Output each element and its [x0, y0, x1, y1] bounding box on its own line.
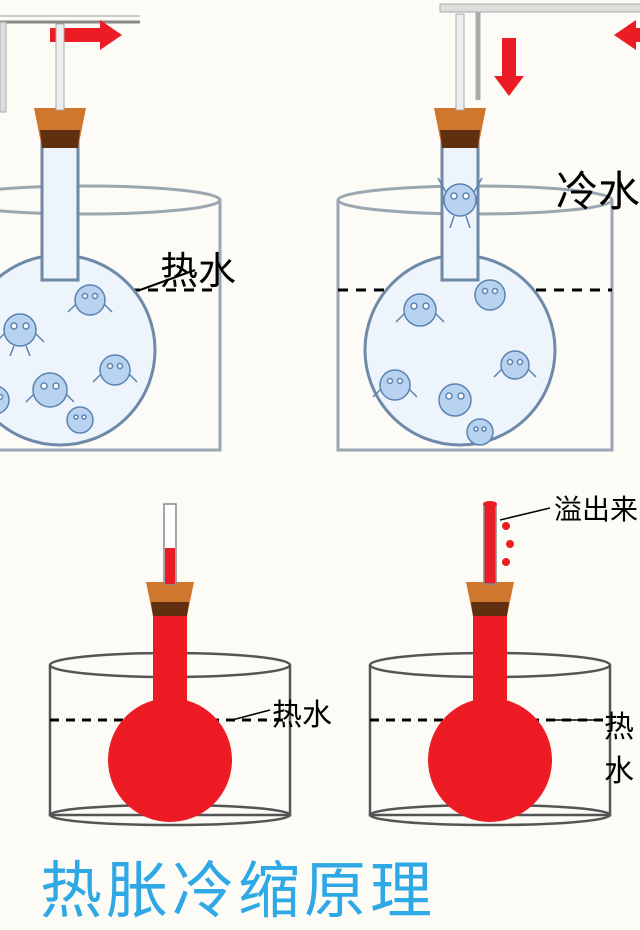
overflow-drops-icon: [502, 522, 514, 566]
drawing-lower-right: [340, 490, 640, 860]
cork-icon: [34, 108, 86, 148]
label-hot-water-upper: 热水: [160, 240, 236, 295]
panel-upper-left: [0, 0, 280, 460]
drawing-lower-left: [20, 490, 320, 860]
label-overflow: 溢出来: [554, 488, 638, 528]
drawing-upper-left: [0, 0, 280, 460]
cork-icon: [434, 108, 486, 148]
label-hot-water-lower-right: 热水: [604, 702, 640, 790]
cork-icon: [146, 582, 194, 616]
panel-lower-right: [340, 490, 640, 860]
label-cold-water: 冷水: [556, 158, 640, 219]
label-hot-water-lower-left: 热水: [272, 690, 332, 734]
diagram-title: 热胀冷缩原理: [40, 840, 436, 930]
drawing-upper-right: [320, 0, 640, 460]
cork-icon: [466, 582, 514, 616]
panel-lower-left: [20, 490, 320, 860]
panel-upper-right: [320, 0, 640, 460]
